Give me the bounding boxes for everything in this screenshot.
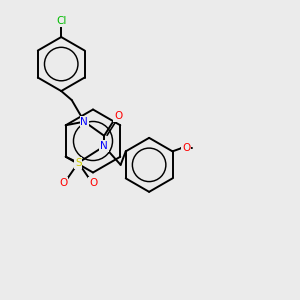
Text: S: S [75, 158, 82, 168]
Text: N: N [100, 141, 108, 151]
Text: O: O [89, 178, 98, 188]
Text: Cl: Cl [56, 16, 66, 26]
Text: N: N [80, 117, 88, 127]
Text: O: O [114, 111, 122, 121]
Text: O: O [59, 178, 68, 188]
Text: O: O [182, 143, 190, 153]
